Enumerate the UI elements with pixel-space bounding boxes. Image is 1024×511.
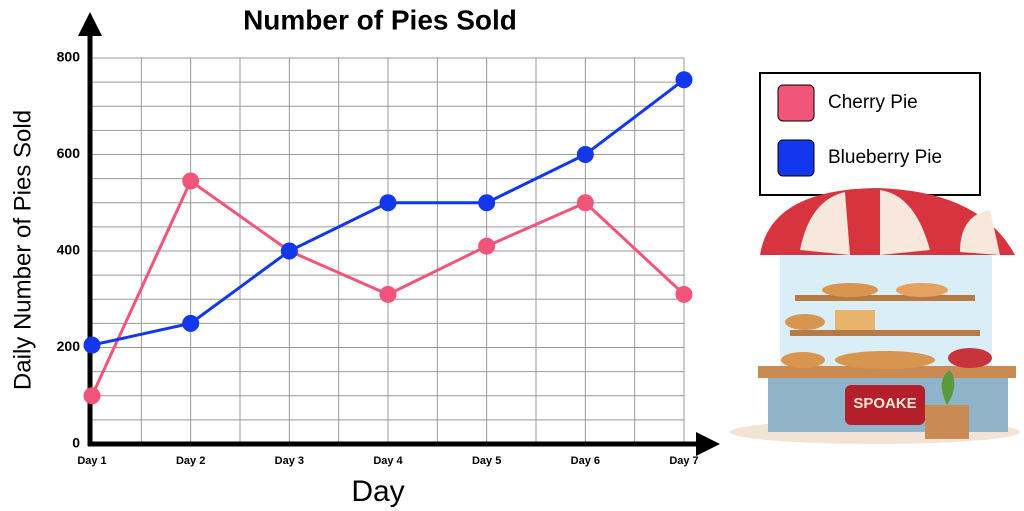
pie <box>948 348 992 368</box>
y-tick-label: 400 <box>57 242 81 258</box>
pie-stall-illustration: SPOAKE <box>730 188 1020 444</box>
x-tick-label: Day 6 <box>571 455 600 467</box>
x-tick-label: Day 4 <box>373 455 403 467</box>
data-point <box>676 71 693 88</box>
axes <box>78 12 720 456</box>
legend-label: Cherry Pie <box>828 92 918 113</box>
jars <box>835 310 875 330</box>
awning-stripes <box>800 190 1000 255</box>
data-point <box>182 315 199 332</box>
pie <box>896 283 948 297</box>
x-tick-label: Day 2 <box>176 455 205 467</box>
data-point <box>577 146 594 163</box>
shelf <box>790 330 980 336</box>
chart-title: Number of Pies Sold <box>243 4 517 35</box>
x-axis-label: Day <box>351 475 404 508</box>
x-tick-label: Day 5 <box>472 455 501 467</box>
x-tick-label: Day 3 <box>275 455 304 467</box>
shelf <box>795 295 975 301</box>
data-point <box>380 286 397 303</box>
data-point <box>478 194 495 211</box>
legend: Cherry Pie Blueberry Pie <box>760 73 980 195</box>
stall-back <box>780 245 992 366</box>
pie <box>835 351 935 369</box>
data-point <box>281 243 298 260</box>
data-point <box>676 286 693 303</box>
y-tick-label: 800 <box>57 49 81 65</box>
chart: Number of Pies Sold Day Daily Number of … <box>0 0 1024 511</box>
x-tick-label: Day 7 <box>669 455 698 467</box>
x-tick-label: Day 1 <box>77 455 106 467</box>
y-axis-arrow <box>78 12 102 36</box>
data-point <box>478 238 495 255</box>
y-axis-label: Daily Number of Pies Sold <box>9 110 36 390</box>
grid <box>92 58 684 444</box>
legend-swatch <box>778 140 814 176</box>
pie <box>785 314 825 330</box>
data-point <box>577 194 594 211</box>
data-point <box>182 173 199 190</box>
y-tick-label: 600 <box>57 145 81 161</box>
legend-swatch <box>778 85 814 121</box>
x-axis-arrow <box>696 432 720 456</box>
pie <box>781 352 825 368</box>
pie <box>822 283 878 297</box>
data-point <box>84 387 101 404</box>
legend-label: Blueberry Pie <box>828 147 942 168</box>
data-point <box>380 194 397 211</box>
y-tick-label: 0 <box>72 435 80 451</box>
y-tick-label: 200 <box>57 338 81 354</box>
plant-pot <box>925 405 969 439</box>
sign-text: SPOAKE <box>853 395 916 412</box>
data-point <box>84 337 101 354</box>
